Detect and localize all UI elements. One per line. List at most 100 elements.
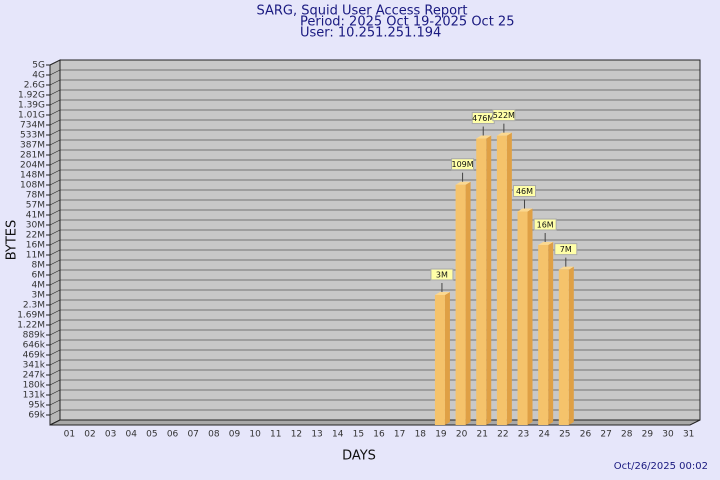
x-tick-label: 29 [642,430,654,440]
y-tick-label: 131k [23,391,46,401]
bar-side [465,181,471,425]
x-tick-label: 01 [64,430,75,440]
y-tick-label: 387M [20,141,45,151]
bar-side [568,266,574,425]
grid-line [49,249,61,256]
y-tick-label: 57M [26,201,45,211]
grid-line [49,179,61,186]
x-tick-label: 08 [208,430,220,440]
grid-line [49,299,61,306]
grid-line [49,399,61,406]
bar-group: 476M [471,112,495,425]
x-tick-label: 12 [291,430,302,440]
x-tick-label: 18 [415,430,427,440]
y-tick-label: 247k [23,371,46,381]
grid-line [49,339,61,346]
grid-line [49,349,61,356]
y-tick-label: 108M [20,181,45,191]
y-tick-label: 22M [26,231,45,241]
grid-line [49,189,61,196]
grid-line [49,169,61,176]
grid-line [49,119,61,126]
y-tick-label: 646k [23,341,46,351]
y-tick-label: 2.6G [24,81,45,91]
x-axis-label: DAYS [342,449,376,464]
grid-line [49,379,61,386]
subtitle: Period: 2025 Oct 19-2025 Oct 25 [300,15,514,30]
bar [496,135,507,425]
grid-line [49,69,61,76]
y-tick-label: 341k [23,361,46,371]
x-tick-label: 16 [373,430,385,440]
grid-line [49,219,61,226]
y-tick-label: 30M [26,221,45,231]
x-tick-label: 15 [353,430,364,440]
bar-top [517,208,533,212]
grid-line [49,159,61,166]
bar-top [476,135,492,139]
y-tick-label: 11M [26,251,45,261]
grid-line [49,259,61,266]
grid-line [49,289,61,296]
grid-line [49,389,61,396]
x-tick-label: 05 [146,430,157,440]
x-tick-label: 25 [559,430,570,440]
bar-group: 16M [533,218,557,425]
x-tick-label: 19 [435,430,447,440]
value-label: 46M [516,187,533,196]
value-label: 16M [537,221,554,230]
y-tick-label: 5G [32,61,45,71]
y-tick-label: 78M [26,191,45,201]
y-tick-label: 1.22M [17,321,45,331]
grid-line [49,199,61,206]
grid-line [49,279,61,286]
label-box [533,218,557,231]
chart-title: SARG, Squid User Access Report [257,4,468,19]
y-tick-label: 4G [32,71,45,81]
x-tick-label: 04 [126,430,138,440]
grid-line [49,369,61,376]
x-tick-label: 27 [600,430,611,440]
grid-line [49,359,61,366]
y-tick-label: 1.01G [18,111,45,121]
value-label: 109M [451,160,473,169]
y-axis-label: BYTES [5,220,20,261]
label-box [492,109,516,122]
x-tick-label: 23 [518,430,529,440]
grid-line [49,129,61,136]
x-tick-label: 07 [187,430,198,440]
grid-line [49,209,61,216]
x-tick-label: 10 [249,430,261,440]
bar [538,245,549,425]
grid-line [49,59,61,66]
y-tick-label: 281M [20,151,45,161]
bar [558,269,569,425]
bar-side [548,242,554,425]
grid-line [49,149,61,156]
y-tick-label: 8M [32,261,46,271]
label-box [554,243,578,256]
x-tick-label: 09 [229,430,241,440]
bar-group: 3M [430,268,454,425]
x-tick-label: 22 [497,430,508,440]
bar-side [486,135,492,425]
x-tick-label: 17 [394,430,405,440]
x-tick-label: 30 [662,430,674,440]
y-tick-label: 3M [32,291,46,301]
bar [517,211,528,425]
y-tick-label: 41M [26,211,45,221]
y-tick-label: 1.69M [17,311,45,321]
bar-group: 46M [513,185,537,425]
bar-group: 109M [451,158,475,425]
grid [46,59,700,416]
y-tick-label: 533M [20,131,45,141]
bar [476,138,487,425]
x-tick-label: 24 [538,430,550,440]
value-label: 522M [493,111,515,120]
bar-top [434,292,450,295]
y-tick-label: 1.39G [18,101,45,111]
floor [49,419,701,426]
label-box [513,185,537,198]
value-label: 476M [472,114,494,123]
